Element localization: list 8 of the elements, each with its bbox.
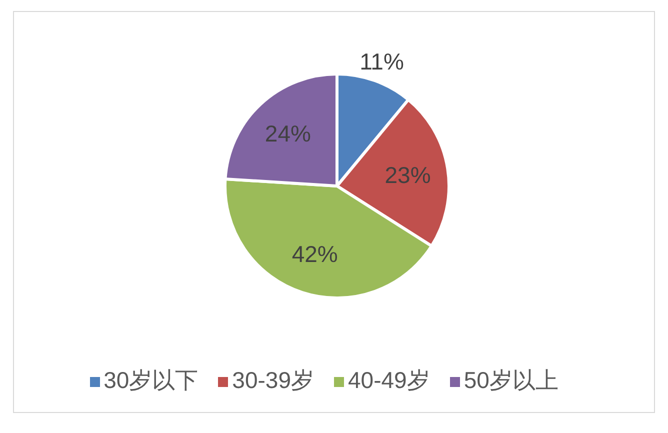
legend-label: 50岁以上 [464, 367, 558, 393]
legend-label: 30-39岁 [232, 367, 314, 393]
data-label: 23% [384, 162, 431, 188]
legend-label: 30岁以下 [104, 367, 198, 393]
legend-label: 40-49岁 [348, 367, 430, 393]
data-label: 24% [264, 120, 311, 147]
data-label: 11% [360, 48, 404, 75]
data-label: 42% [292, 241, 338, 268]
